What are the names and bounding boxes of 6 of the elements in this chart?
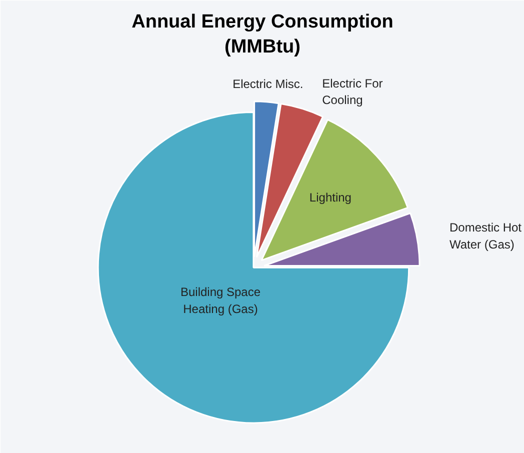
slice-label: Building Space Heating (Gas) — [180, 285, 261, 316]
slice-label: Domestic Hot Water (Gas) — [449, 220, 522, 252]
chart-title: Annual Energy Consumption (MMBtu) — [132, 11, 394, 58]
slice-label: Electric Misc. — [232, 77, 304, 92]
slice-label: Electric For Cooling — [322, 76, 383, 108]
slice-label: Lighting — [309, 190, 352, 205]
